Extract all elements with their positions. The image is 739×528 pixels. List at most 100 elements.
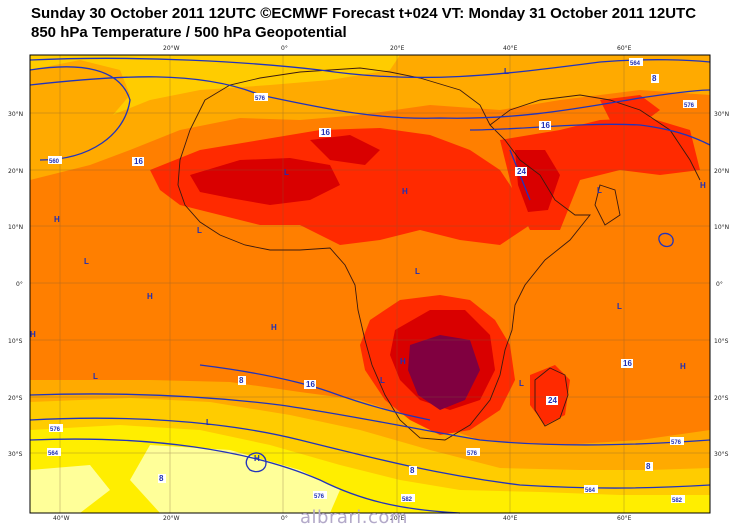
contour-value-labels: 16 16 16 16 16 24 24 8 8 8 8 8 576 <box>47 58 697 504</box>
pressure-center-high: H <box>54 215 60 224</box>
pressure-center-high: H <box>680 362 686 371</box>
contour-label: 582 <box>402 497 413 503</box>
lat-label: 10°N <box>714 224 729 231</box>
contour-576-south <box>29 393 711 446</box>
contour-label: 576 <box>50 427 61 433</box>
temp-band-20-madagascar <box>530 365 570 425</box>
contour-label-box <box>304 380 316 389</box>
contour-label: 8 <box>239 376 244 385</box>
lon-label: 0° <box>281 515 288 522</box>
africa-coast <box>177 67 591 441</box>
contour-label-box <box>313 491 327 499</box>
contour-label: 564 <box>48 451 59 457</box>
contour-label: 576 <box>467 451 478 457</box>
lat-label: 30°N <box>8 111 23 118</box>
lon-label: 20°E <box>390 515 405 522</box>
contour-label: 564 <box>630 61 641 67</box>
contour-label: 8 <box>646 462 651 471</box>
lat-label: 20°S <box>714 395 729 402</box>
contour-label-box <box>48 156 62 164</box>
contour-high-cell <box>245 452 267 473</box>
lon-label: 60°E <box>617 45 632 52</box>
pressure-center-low: L <box>504 67 509 76</box>
lon-label: 20°W <box>163 515 180 522</box>
lat-label: 30°N <box>714 111 729 118</box>
pressure-center-low: L <box>519 379 524 388</box>
pressure-center-high: H <box>402 187 408 196</box>
contour-label-box <box>645 462 653 471</box>
lat-label: 0° <box>716 281 723 288</box>
contour-560 <box>29 66 131 161</box>
contour-label: 576 <box>671 440 682 446</box>
contour-label: 576 <box>684 103 695 109</box>
contour-label: 8 <box>410 466 415 475</box>
lon-label: 20°W <box>163 45 180 52</box>
contour-label: 560 <box>49 159 60 165</box>
contour-label-box <box>132 157 144 166</box>
pressure-center-high: H <box>30 330 36 339</box>
contour-label-box <box>670 437 684 445</box>
lat-label: 20°N <box>8 168 23 175</box>
temp-band-28-south-africa <box>408 335 480 410</box>
contour-label: 16 <box>321 128 330 137</box>
temp-band-0-south <box>130 445 340 513</box>
lat-labels-left: 30°N 20°N 10°N 0° 10°S 20°S 30°S <box>8 111 23 458</box>
lon-label: 40°E <box>503 515 518 522</box>
lat-label: 10°S <box>8 338 23 345</box>
contour-564-south <box>29 417 711 489</box>
contour-label: 16 <box>306 380 315 389</box>
lon-labels-bottom: 40°W 20°W 0° 20°E 40°E 60°E <box>53 515 632 522</box>
pressure-center-high: H <box>254 454 260 463</box>
contour-label-box <box>409 466 417 475</box>
contour-indian-cell <box>658 232 674 248</box>
lat-labels-right: 30°N 20°N 10°N 0° 10°S 20°S 30°S <box>714 111 729 458</box>
contour-label-box <box>466 448 480 456</box>
temp-band-24-egypt <box>310 135 380 165</box>
lat-label: 20°S <box>8 395 23 402</box>
contour-16-arabia <box>469 123 711 146</box>
pressure-center-low: L <box>380 376 385 385</box>
arabian-sea-contour <box>594 184 621 226</box>
lat-label: 20°N <box>714 168 729 175</box>
contour-label: 564 <box>585 488 596 494</box>
contour-label: 8 <box>159 474 164 483</box>
lat-label: 30°S <box>714 451 729 458</box>
arabia-coast <box>489 94 701 181</box>
contour-label-box <box>49 424 63 432</box>
contour-582-south <box>29 438 461 514</box>
watermark: albrari.com <box>300 507 408 528</box>
temp-band-0-southwest <box>30 465 110 513</box>
contour-label-box <box>254 93 268 101</box>
contour-16-south <box>199 364 431 421</box>
contour-label: 582 <box>672 498 683 504</box>
contour-label: 24 <box>517 167 526 176</box>
pressure-center-high: H <box>400 357 406 366</box>
lat-label: 0° <box>16 281 23 288</box>
pressure-center-low: L <box>415 267 420 276</box>
contour-label-box <box>651 74 659 83</box>
pressure-center-high: H <box>147 292 153 301</box>
pressure-center-low: L <box>84 257 89 266</box>
contour-label: 16 <box>623 359 632 368</box>
pressure-center-low: L <box>597 186 602 195</box>
lon-label: 20°E <box>390 45 405 52</box>
geopotential-contours <box>29 57 711 514</box>
contour-label-box <box>539 121 551 130</box>
contour-label: 8 <box>652 74 657 83</box>
contour-label-box <box>546 396 558 405</box>
map-frame <box>29 54 711 514</box>
contour-label: 16 <box>134 157 143 166</box>
lat-label: 10°S <box>714 338 729 345</box>
lat-label: 10°N <box>8 224 23 231</box>
lon-label: 40°E <box>503 45 518 52</box>
pressure-center-low: L <box>93 372 98 381</box>
graticule <box>30 55 710 513</box>
contour-576-north <box>29 76 711 119</box>
contour-label-box <box>158 474 166 483</box>
contour-label-box <box>319 128 331 137</box>
lon-label: 40°W <box>53 515 70 522</box>
pressure-center-high: H <box>700 181 706 190</box>
contour-label-box <box>621 359 633 368</box>
temp-band-20-sahara <box>150 128 530 245</box>
pressure-center-low: L <box>284 168 289 177</box>
